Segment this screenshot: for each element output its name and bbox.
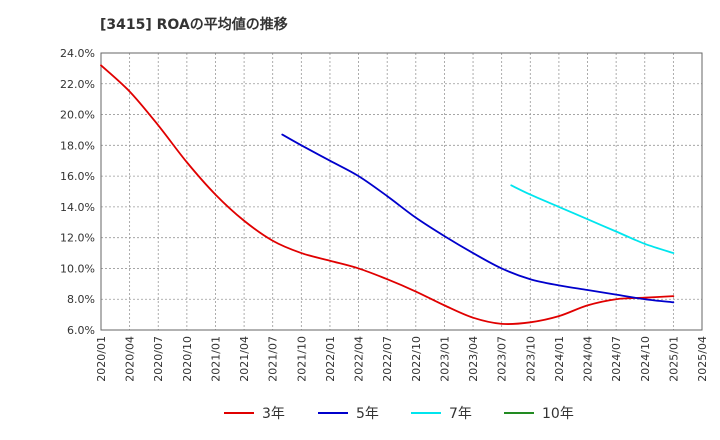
y-tick-label: 12.0% bbox=[60, 232, 95, 245]
y-tick-label: 22.0% bbox=[60, 78, 95, 91]
x-tick-label: 2024/04 bbox=[582, 336, 595, 382]
x-tick-label: 2020/10 bbox=[181, 336, 194, 382]
y-tick-label: 14.0% bbox=[60, 201, 95, 214]
grid-layer bbox=[101, 53, 702, 330]
y-tick-label: 8.0% bbox=[67, 293, 95, 306]
legend-label-3: 10年 bbox=[542, 406, 574, 422]
series-layer bbox=[100, 64, 675, 326]
y-tick-label: 6.0% bbox=[67, 324, 95, 337]
x-tick-label: 2022/10 bbox=[410, 336, 423, 382]
x-tick-label: 2020/04 bbox=[124, 336, 137, 382]
legend-label-0: 3年 bbox=[262, 406, 285, 422]
x-tick-label: 2023/04 bbox=[467, 336, 480, 382]
x-tick-label: 2022/04 bbox=[353, 336, 366, 382]
x-tick-label: 2020/01 bbox=[95, 336, 108, 382]
y-tick-label: 16.0% bbox=[60, 170, 95, 183]
series-line-2 bbox=[510, 184, 675, 254]
plot-background bbox=[101, 53, 702, 330]
x-tick-label: 2023/01 bbox=[438, 336, 451, 382]
legend-label-1: 5年 bbox=[356, 406, 379, 422]
y-tick-label: 18.0% bbox=[60, 139, 95, 152]
y-tick-label: 24.0% bbox=[60, 47, 95, 60]
x-tick-label: 2021/07 bbox=[267, 336, 280, 382]
x-tick-label: 2023/10 bbox=[524, 336, 537, 382]
x-tick-label: 2021/01 bbox=[209, 336, 222, 382]
plot-frame bbox=[100, 52, 703, 331]
chart-title: [3415] ROAの平均値の推移 bbox=[100, 17, 288, 33]
x-tick-label: 2023/07 bbox=[496, 336, 509, 382]
x-axis: 2020/01 2020/04 2020/07 2020/10 2021/01 2021/… bbox=[95, 336, 709, 382]
series-line-0 bbox=[100, 64, 675, 326]
x-tick-label: 2020/07 bbox=[152, 336, 165, 382]
series-line-1 bbox=[281, 133, 675, 304]
x-tick-label: 2022/07 bbox=[381, 336, 394, 382]
x-tick-label: 2024/01 bbox=[553, 336, 566, 382]
y-axis: 6.0% 8.0% 10.0% 12.0% 14.0% 16.0% 18.0% 20.0% 22… bbox=[60, 47, 95, 337]
x-tick-label: 2021/04 bbox=[238, 336, 251, 382]
y-tick-label: 20.0% bbox=[60, 109, 95, 122]
x-tick-label: 2025/01 bbox=[667, 336, 680, 382]
x-tick-label: 2025/04 bbox=[696, 336, 709, 382]
x-tick-label: 2024/10 bbox=[639, 336, 652, 382]
y-tick-label: 10.0% bbox=[60, 262, 95, 275]
legend: 3年 5年 7年 10年 bbox=[224, 406, 574, 422]
x-tick-label: 2024/07 bbox=[610, 336, 623, 382]
x-tick-label: 2021/10 bbox=[295, 336, 308, 382]
x-tick-label: 2022/01 bbox=[324, 336, 337, 382]
legend-label-2: 7年 bbox=[449, 406, 472, 422]
